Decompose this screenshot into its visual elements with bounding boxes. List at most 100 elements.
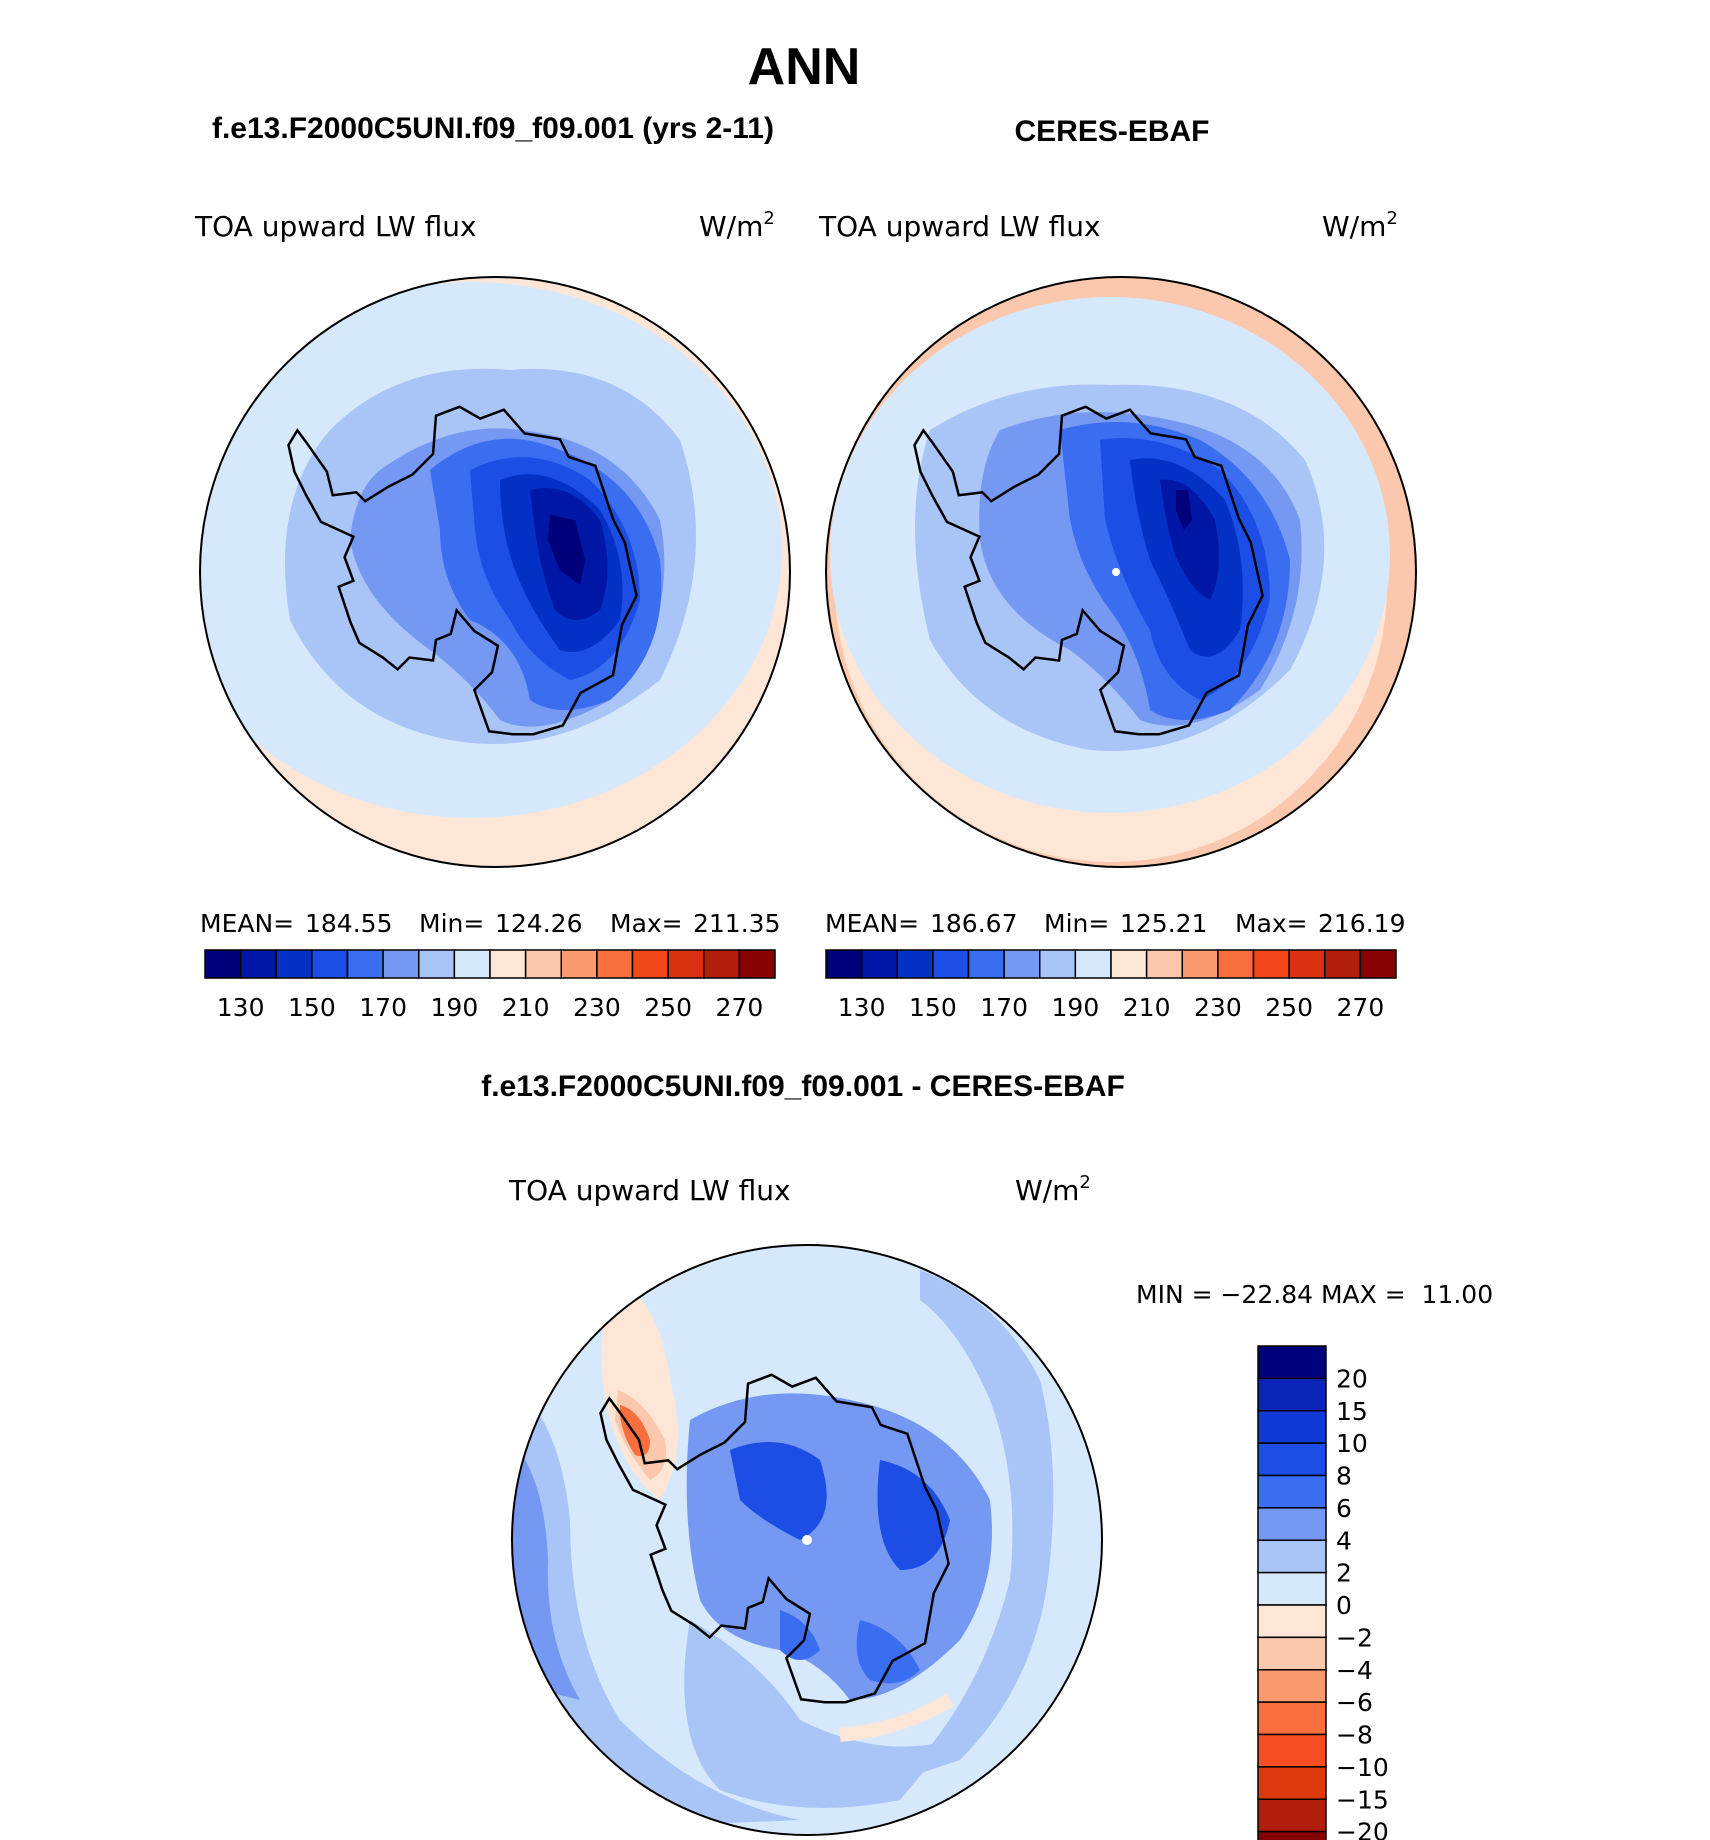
colorbar-swatch: [1257, 1669, 1327, 1703]
colorbar-swatch: [382, 949, 420, 979]
colorbar-swatch: [667, 949, 705, 979]
pole-missing-value: [802, 1535, 812, 1545]
mean-label: MEAN=: [200, 909, 294, 938]
colorbar-tick-label: 6: [1336, 1494, 1352, 1523]
colorbar-swatch: [524, 949, 562, 979]
colorbar-swatch: [1257, 1571, 1327, 1606]
colorbar-swatch: [1257, 1539, 1327, 1574]
colorbar-swatch: [1257, 1733, 1327, 1768]
map-obs-panel: TOA upward LW flux W/m2 MEAN= 186.67: [816, 208, 1417, 1022]
colorbar-tick-label: 270: [1337, 993, 1385, 1022]
colorbar-tick-label: 190: [431, 993, 479, 1022]
colorbar-swatch: [1257, 1766, 1327, 1800]
colorbar-swatch: [631, 949, 669, 979]
max-value: 211.35: [693, 909, 780, 938]
colorbar-swatch: [1257, 1377, 1327, 1412]
contour-band-neg4-east: [900, 1270, 1054, 1780]
min-label: Min=: [419, 909, 484, 938]
colorbar-swatch: [1324, 949, 1362, 979]
colorbar-swatch: [932, 949, 970, 979]
units-label: W/m2: [1322, 208, 1398, 243]
colorbar-tick-label: −15: [1336, 1785, 1389, 1814]
colorbar-swatch: [860, 949, 898, 979]
colorbar-swatch: [896, 949, 934, 979]
mean-value: 186.67: [930, 909, 1017, 938]
colorbar-tick-label: 190: [1052, 993, 1100, 1022]
contour-band-220: [826, 277, 1416, 867]
colorbar-swatch: [311, 949, 349, 979]
colorbar-swatch: [453, 949, 491, 979]
pole-missing-value: [1112, 568, 1120, 576]
colorbar-tick-label: 10: [1336, 1429, 1368, 1458]
colorbar-tick-label: 0: [1336, 1591, 1352, 1620]
colorbar-tick-label: 150: [288, 993, 336, 1022]
colorbar-swatch: [1039, 949, 1077, 979]
units-label: W/m2: [1015, 1172, 1091, 1207]
colorbar-tick-label: 150: [909, 993, 957, 1022]
contour-band-continent-neg8-east: [877, 1460, 950, 1570]
colorbar-tick-label: 230: [1194, 993, 1242, 1022]
map-boundary: [199, 276, 791, 868]
variable-label: TOA upward LW flux: [818, 210, 1101, 243]
colorbar-tick-label: 130: [838, 993, 886, 1022]
colorbar-swatch: [1003, 949, 1041, 979]
map-diff-panel: TOA upward LW flux W/m2 MIN = −22.84 MAX…: [500, 1172, 1493, 1840]
min-value: 125.21: [1120, 909, 1207, 938]
polar-map-diff: [500, 1240, 1103, 1840]
min-label: Min=: [1044, 909, 1109, 938]
colorbar-swatch: [703, 949, 741, 979]
colorbar-tick-label: 170: [980, 993, 1028, 1022]
colorbar-swatch: [1257, 1507, 1327, 1541]
map-model-panel: TOA upward LW flux W/m2 MEAN= 184.55 Min…: [162, 208, 791, 1022]
colorbar-swatch: [1359, 949, 1397, 979]
colorbar-swatch: [1257, 1830, 1327, 1840]
colorbar-swatch: [1257, 1798, 1327, 1833]
colorbar-swatch: [1257, 1701, 1327, 1736]
colorbar-tick-label: 8: [1336, 1462, 1352, 1491]
contour-band-pos8: [620, 1405, 650, 1456]
colorbar-tick-label: 250: [1265, 993, 1313, 1022]
colorbar-swatch: [1257, 1604, 1327, 1639]
colorbar-swatch: [1288, 949, 1326, 979]
main-title: ANN: [748, 38, 861, 96]
colorbar-swatch: [596, 949, 634, 979]
colorbar-tick-label: −20: [1336, 1818, 1389, 1840]
units-label: W/m2: [699, 208, 775, 243]
colorbar-tick-label: 15: [1336, 1397, 1368, 1426]
colorbar-swatch: [1257, 1410, 1327, 1444]
map-boundary: [511, 1244, 1103, 1836]
colorbar-swatch: [560, 949, 598, 979]
colorbar-swatch: [1217, 949, 1255, 979]
colorbar-swatch: [239, 949, 277, 979]
mean-value: 184.55: [305, 909, 392, 938]
colorbar-swatch: [825, 949, 863, 979]
stats-line: MEAN= 184.55 Min= 124.26 Max= 211.35: [200, 909, 780, 938]
mean-label: MEAN=: [825, 909, 919, 938]
colorbar-swatch: [1257, 1636, 1327, 1671]
colorbar-tick-label: 230: [573, 993, 621, 1022]
contour-band-130: [548, 515, 585, 585]
panel-right-title: CERES-EBAF: [1014, 115, 1209, 148]
variable-label: TOA upward LW flux: [194, 210, 477, 243]
colorbar-tick-label: −8: [1336, 1721, 1373, 1750]
polar-map-model: [162, 270, 791, 880]
colorbar-swatch: [738, 949, 776, 979]
diff-title: f.e13.F2000C5UNI.f09_f09.001 - CERES-EBA…: [481, 1070, 1125, 1103]
contour-band-continent-neg8-south: [856, 1620, 920, 1684]
max-label: Max=: [610, 909, 683, 938]
contour-band-140: [1160, 479, 1219, 600]
colorbar-swatch: [1257, 1442, 1327, 1477]
colorbar-swatch: [1181, 949, 1219, 979]
colorbar-tick-label: −4: [1336, 1656, 1373, 1685]
colorbar-swatch: [967, 949, 1005, 979]
colorbar-tick-label: 250: [644, 993, 692, 1022]
panel-left-title: f.e13.F2000C5UNI.f09_f09.001 (yrs 2-11): [212, 112, 774, 145]
colorbar-swatch: [1252, 949, 1290, 979]
colorbar-model: 130 150 170 190 210 230 250 270: [204, 949, 776, 1022]
colorbar-tick-label: 210: [1123, 993, 1171, 1022]
contour-band-neg2-lower: [684, 1620, 950, 1808]
colorbar-tick-label: 170: [359, 993, 407, 1022]
variable-label: TOA upward LW flux: [508, 1174, 791, 1207]
colorbar-swatch: [1110, 949, 1148, 979]
colorbar-tick-label: 210: [502, 993, 550, 1022]
